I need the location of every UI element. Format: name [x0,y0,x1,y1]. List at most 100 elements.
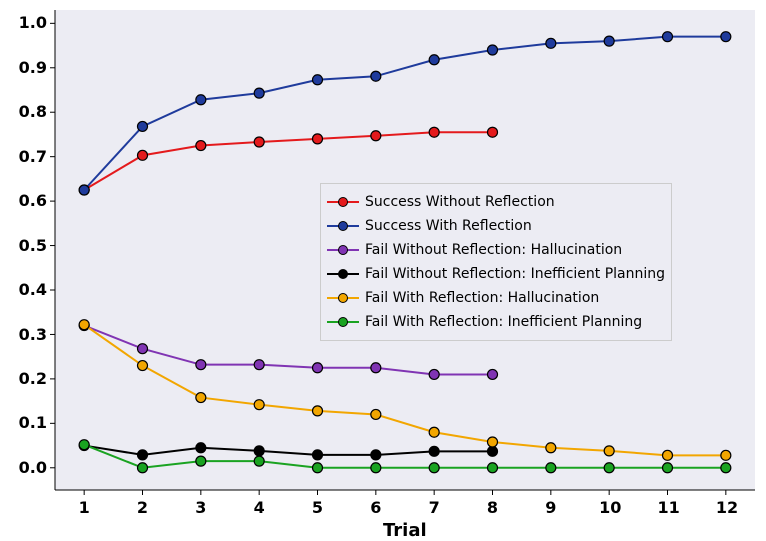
legend-label: Fail Without Reflection: Inefficient Pla… [365,266,665,282]
series-marker [196,393,206,403]
series-marker [313,450,323,460]
series-marker [488,437,498,447]
series-marker [254,137,264,147]
series-marker [663,450,673,460]
legend-swatch [327,316,359,328]
series-marker [604,446,614,456]
legend-label: Fail With Reflection: Hallucination [365,290,599,306]
y-tick-label: 0.6 [19,191,47,210]
series-marker [371,363,381,373]
y-tick-label: 0.3 [19,325,47,344]
series-marker [196,141,206,151]
series-marker [429,446,439,456]
series-marker [254,400,264,410]
series-marker [313,134,323,144]
series-marker [429,55,439,65]
series-marker [429,369,439,379]
legend-item: Fail With Reflection: Inefficient Planni… [327,310,665,334]
series-marker [429,463,439,473]
series-marker [254,446,264,456]
series-marker [254,88,264,98]
x-tick-label: 7 [424,498,444,517]
y-tick-label: 0.8 [19,102,47,121]
x-tick-label: 3 [191,498,211,517]
series-marker [488,446,498,456]
series-marker [138,150,148,160]
x-tick-label: 2 [133,498,153,517]
series-marker [663,463,673,473]
series-marker [546,463,556,473]
x-axis-label: Trial [383,520,427,541]
series-marker [79,320,89,330]
series-marker [546,38,556,48]
legend-swatch [327,196,359,208]
x-tick-label: 12 [716,498,736,517]
series-marker [371,131,381,141]
legend-label: Success With Reflection [365,218,532,234]
series-marker [546,443,556,453]
series-marker [371,409,381,419]
series-marker [196,95,206,105]
legend-label: Fail Without Reflection: Hallucination [365,242,622,258]
series-marker [721,450,731,460]
legend-label: Success Without Reflection [365,194,555,210]
series-marker [138,463,148,473]
series-marker [371,450,381,460]
legend-item: Fail Without Reflection: Hallucination [327,238,665,262]
series-marker [79,185,89,195]
x-tick-label: 11 [658,498,678,517]
series-marker [604,36,614,46]
legend-item: Success With Reflection [327,214,665,238]
series-marker [138,121,148,131]
series-marker [313,75,323,85]
x-tick-label: 5 [308,498,328,517]
x-tick-label: 6 [366,498,386,517]
legend-swatch [327,244,359,256]
legend: Success Without Reflection Success With R… [320,183,672,341]
series-marker [488,127,498,137]
legend-label: Fail With Reflection: Inefficient Planni… [365,314,642,330]
series-marker [313,463,323,473]
series-marker [488,463,498,473]
line-chart: 0.00.10.20.30.40.50.60.70.80.91.01234567… [0,0,766,541]
series-marker [196,360,206,370]
y-tick-label: 0.5 [19,236,47,255]
series-marker [138,344,148,354]
y-tick-label: 0.4 [19,280,47,299]
series-marker [721,463,731,473]
y-tick-label: 0.9 [19,58,47,77]
y-tick-label: 0.1 [19,413,47,432]
series-marker [604,463,614,473]
x-tick-label: 1 [74,498,94,517]
series-marker [429,427,439,437]
series-marker [254,360,264,370]
series-marker [138,361,148,371]
y-tick-label: 1.0 [19,13,47,32]
series-marker [488,369,498,379]
series-marker [196,456,206,466]
series-marker [313,363,323,373]
y-tick-label: 0.2 [19,369,47,388]
series-marker [663,32,673,42]
x-tick-label: 8 [483,498,503,517]
legend-item: Fail Without Reflection: Inefficient Pla… [327,262,665,286]
y-tick-label: 0.0 [19,458,47,477]
series-marker [371,463,381,473]
series-marker [371,71,381,81]
series-marker [429,127,439,137]
series-marker [196,443,206,453]
y-tick-label: 0.7 [19,147,47,166]
series-marker [488,45,498,55]
series-marker [313,406,323,416]
series-marker [721,32,731,42]
legend-swatch [327,292,359,304]
series-marker [254,456,264,466]
series-marker [79,440,89,450]
x-tick-label: 10 [599,498,619,517]
legend-item: Fail With Reflection: Hallucination [327,286,665,310]
series-marker [138,450,148,460]
x-tick-label: 9 [541,498,561,517]
x-tick-label: 4 [249,498,269,517]
legend-item: Success Without Reflection [327,190,665,214]
legend-swatch [327,268,359,280]
